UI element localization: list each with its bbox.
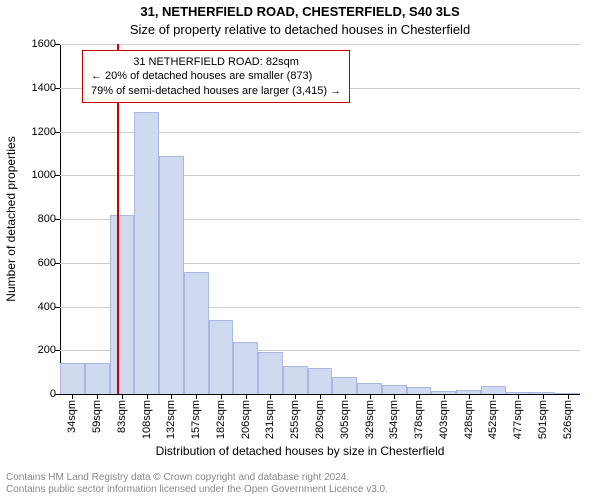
x-tick-mark [171,394,172,399]
x-tick-mark [147,394,148,399]
y-tick-label: 1600 [16,38,56,50]
x-tick-mark [97,394,98,399]
y-tick-label: 200 [16,344,56,356]
y-tick-label: 1200 [16,126,56,138]
x-tick-mark [568,394,569,399]
footer-line-2: Contains public sector information licen… [6,484,388,496]
x-tick-label: 329sqm [364,400,376,439]
x-tick-label: 59sqm [91,400,103,433]
x-tick-mark [295,394,296,399]
y-tick-label: 1000 [16,169,56,181]
x-tick-mark [394,394,395,399]
chart-title: Size of property relative to detached ho… [0,22,600,37]
histogram-bar [332,377,357,395]
y-tick-label: 800 [16,213,56,225]
histogram-bar [209,320,234,394]
y-tick-label: 1400 [16,82,56,94]
gridline [60,44,580,45]
x-tick-label: 403sqm [438,400,450,439]
x-tick-mark [221,394,222,399]
x-tick-mark [270,394,271,399]
annotation-line: 79% of semi-detached houses are larger (… [91,84,341,98]
annotation-line: ← 20% of detached houses are smaller (87… [91,69,341,83]
x-tick-label: 280sqm [314,400,326,439]
x-tick-mark [246,394,247,399]
histogram-bar [85,363,110,394]
x-tick-mark [493,394,494,399]
histogram-bar [357,383,382,394]
x-tick-mark [320,394,321,399]
y-tick-label: 600 [16,257,56,269]
y-tick-label: 0 [16,388,56,400]
x-tick-label: 501sqm [537,400,549,439]
x-tick-label: 108sqm [141,400,153,439]
x-tick-mark [345,394,346,399]
x-tick-label: 255sqm [289,400,301,439]
x-tick-label: 452sqm [487,400,499,439]
x-tick-mark [419,394,420,399]
x-tick-mark [370,394,371,399]
x-tick-mark [518,394,519,399]
x-tick-mark [122,394,123,399]
x-tick-mark [543,394,544,399]
x-axis-title: Distribution of detached houses by size … [0,444,600,458]
histogram-bar [60,363,85,394]
y-tick-label: 400 [16,301,56,313]
x-tick-label: 231sqm [264,400,276,439]
histogram-bar [134,112,159,394]
x-tick-label: 354sqm [388,400,400,439]
histogram-bar [308,368,333,394]
x-tick-label: 182sqm [215,400,227,439]
x-tick-label: 428sqm [463,400,475,439]
histogram-bar [258,352,283,394]
chart-supertitle: 31, NETHERFIELD ROAD, CHESTERFIELD, S40 … [0,4,600,19]
x-tick-mark [469,394,470,399]
histogram-bar [184,272,209,395]
x-tick-label: 83sqm [116,400,128,433]
x-tick-label: 477sqm [512,400,524,439]
histogram-bar [382,385,407,394]
x-tick-mark [72,394,73,399]
x-tick-label: 526sqm [562,400,574,439]
x-tick-label: 157sqm [190,400,202,439]
histogram-bar [110,215,135,394]
histogram-bar [283,366,308,394]
x-tick-mark [196,394,197,399]
histogram-bar [233,342,258,395]
histogram-bar [481,386,506,394]
x-tick-label: 132sqm [165,400,177,439]
x-tick-label: 378sqm [413,400,425,439]
footer-attribution: Contains HM Land Registry data © Crown c… [6,472,388,496]
footer-line-1: Contains HM Land Registry data © Crown c… [6,472,388,484]
x-tick-label: 305sqm [339,400,351,439]
annotation-line: 31 NETHERFIELD ROAD: 82sqm [91,55,341,69]
x-tick-mark [444,394,445,399]
histogram-bar [159,156,184,394]
x-tick-label: 34sqm [66,400,78,433]
annotation-box: 31 NETHERFIELD ROAD: 82sqm← 20% of detac… [82,50,350,103]
x-tick-label: 206sqm [240,400,252,439]
